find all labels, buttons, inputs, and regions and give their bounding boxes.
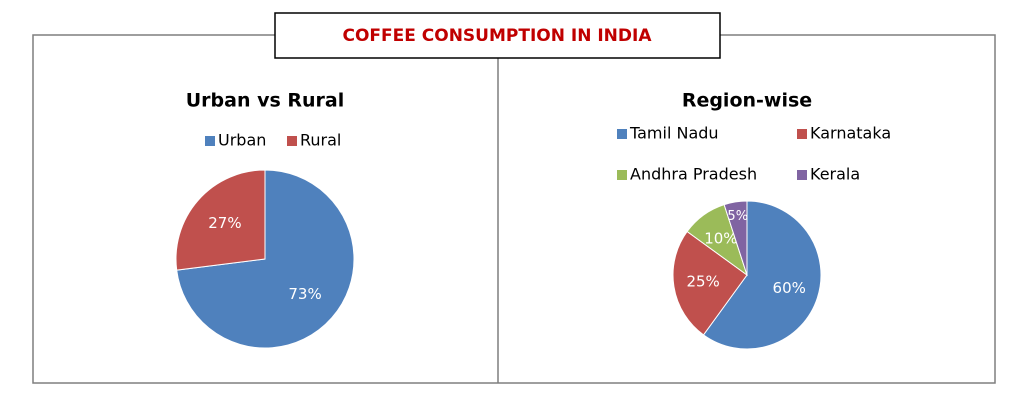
legend-label: Urban [218,131,266,150]
data-label: 25% [686,272,719,290]
legend-swatch [797,129,807,139]
data-label: 73% [288,285,321,303]
title-box [274,12,721,59]
data-label: 27% [208,214,241,232]
pie-slice [175,169,266,271]
pie-slice [672,230,748,336]
legend-label: Tamil Nadu [629,124,719,143]
frame [32,34,996,384]
legend-label: Kerala [810,165,860,184]
data-label: 10% [704,230,737,248]
data-label: 60% [773,279,806,297]
chart-title: Urban vs Rural [186,90,345,112]
legend-label: Rural [300,131,341,150]
legend-label: Karnataka [810,124,891,143]
page-title: COFFEE CONSUMPTION IN INDIA [342,26,652,46]
pie-slice [702,200,822,350]
data-label: 5% [727,209,748,224]
chart-title: Region-wise [682,90,812,112]
legend-swatch [287,136,297,146]
legend-swatch [205,136,215,146]
pie-slice [723,200,748,276]
legend-swatch [617,129,627,139]
legend-swatch [617,170,627,180]
legend-swatch [797,170,807,180]
legend-label: Andhra Pradesh [630,165,757,184]
